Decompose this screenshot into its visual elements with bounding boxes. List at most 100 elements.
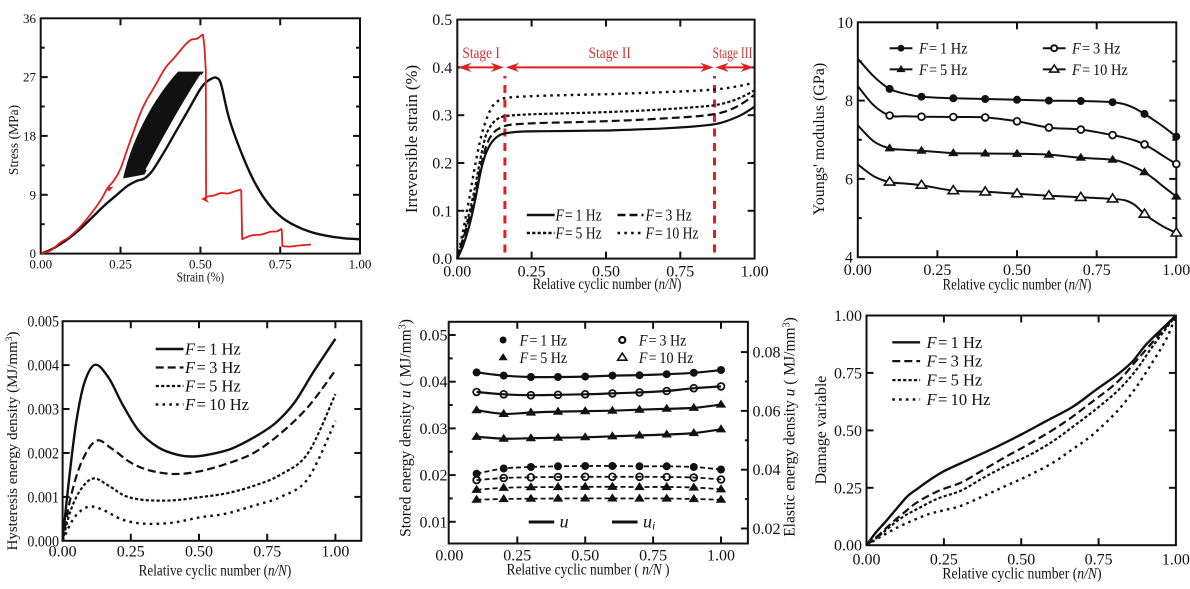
svg-text:0.002: 0.002: [27, 446, 59, 463]
svg-text:0.00: 0.00: [29, 257, 52, 272]
svg-text:0.75: 0.75: [269, 257, 292, 272]
svg-text:0.50: 0.50: [1003, 262, 1031, 279]
svg-text:F = 5 Hz: F = 5 Hz: [918, 61, 968, 79]
svg-text:0.25: 0.25: [518, 264, 546, 281]
svg-text:0.00: 0.00: [834, 538, 862, 555]
svg-text:F = 5 Hz: F = 5 Hz: [519, 350, 568, 367]
svg-text:0.005: 0.005: [27, 314, 59, 331]
svg-text:8: 8: [845, 93, 853, 110]
svg-text:F = 1 Hz: F = 1 Hz: [519, 333, 568, 350]
svg-text:0.00: 0.00: [443, 264, 471, 281]
svg-text:Hysteresis energy density (MJ/: Hysteresis energy density (MJ/mm3): [5, 331, 21, 550]
svg-text:1.00: 1.00: [707, 548, 735, 565]
svg-text:0.75: 0.75: [666, 264, 694, 281]
svg-text:Stored energy density u ( MJ/m: Stored energy density u ( MJ/mm3): [398, 319, 415, 537]
svg-text:0.75: 0.75: [834, 365, 862, 382]
svg-text:Strain (%): Strain (%): [177, 270, 224, 285]
svg-text:0.25: 0.25: [834, 480, 862, 497]
svg-text:0.50: 0.50: [571, 548, 599, 565]
svg-text:0.50: 0.50: [1007, 552, 1035, 569]
svg-text:0.08: 0.08: [753, 345, 781, 362]
svg-text:F = 1 Hz: F = 1 Hz: [555, 206, 602, 224]
svg-text:F = 1 Hz: F = 1 Hz: [184, 340, 241, 359]
svg-text:Stress (MPa): Stress (MPa): [6, 105, 21, 175]
svg-text:0.25: 0.25: [930, 552, 958, 569]
svg-text:0.75: 0.75: [639, 548, 667, 565]
svg-text:0.25: 0.25: [109, 257, 132, 272]
svg-text:1.00: 1.00: [834, 308, 862, 325]
svg-text:F = 3 Hz: F = 3 Hz: [926, 352, 983, 371]
svg-text:F = 10 Hz: F = 10 Hz: [926, 390, 991, 409]
svg-text:F = 5 Hz: F = 5 Hz: [184, 377, 241, 396]
svg-text:0.04: 0.04: [753, 462, 781, 479]
svg-text:Relative cyclic number ( n/N: Relative cyclic number ( n/N ): [507, 562, 670, 579]
svg-text:0.50: 0.50: [189, 257, 212, 272]
svg-text:Relative cyclic number (n/N): Relative cyclic number (n/N): [942, 566, 1101, 583]
svg-text:0.4: 0.4: [432, 60, 452, 77]
svg-text:Stage I: Stage I: [462, 45, 500, 62]
svg-text:Elastic energy density u ( MJ/: Elastic energy density u ( MJ/mm3): [782, 317, 799, 537]
svg-text:4: 4: [845, 250, 853, 267]
svg-text:F = 3 Hz: F = 3 Hz: [184, 358, 241, 377]
svg-text:0.75: 0.75: [1083, 262, 1111, 279]
svg-text:0: 0: [30, 246, 37, 261]
svg-text:0.003: 0.003: [27, 402, 59, 419]
svg-text:F = 3 Hz: F = 3 Hz: [645, 206, 692, 224]
svg-text:0.001: 0.001: [27, 490, 59, 507]
svg-text:F = 10 Hz: F = 10 Hz: [645, 224, 699, 242]
svg-text:Youngs' modulus (GPa): Youngs' modulus (GPa): [811, 63, 828, 215]
svg-text:36: 36: [23, 11, 37, 26]
svg-text:1.00: 1.00: [1162, 262, 1190, 279]
svg-text:0.03: 0.03: [420, 421, 448, 438]
svg-text:0.2: 0.2: [432, 156, 452, 173]
svg-text:10: 10: [837, 15, 853, 32]
svg-text:0.5: 0.5: [432, 12, 452, 29]
svg-text:1.00: 1.00: [1162, 552, 1190, 569]
svg-text:0.75: 0.75: [253, 544, 281, 561]
svg-text:1.00: 1.00: [321, 544, 349, 561]
svg-text:1.00: 1.00: [349, 257, 372, 272]
svg-text:0.00: 0.00: [844, 262, 872, 279]
svg-text:0.0: 0.0: [432, 251, 452, 268]
svg-text:1.00: 1.00: [741, 264, 769, 281]
svg-text:0.50: 0.50: [834, 423, 862, 440]
svg-text:Relative cyclic number (n/N): Relative cyclic number (n/N): [943, 276, 1092, 294]
svg-text:F = 10 Hz: F = 10 Hz: [1071, 61, 1128, 79]
svg-text:Damage variable: Damage variable: [813, 376, 830, 485]
svg-text:0.02: 0.02: [753, 521, 781, 538]
svg-text:Stage III: Stage III: [713, 44, 753, 61]
svg-text:0.04: 0.04: [420, 374, 448, 391]
svg-text:0.50: 0.50: [592, 264, 620, 281]
svg-text:Relative cyclic number (n/N): Relative cyclic number (n/N): [533, 276, 682, 294]
svg-text:27: 27: [23, 70, 37, 85]
svg-text:Stage II: Stage II: [589, 45, 631, 62]
svg-text:0.00: 0.00: [49, 544, 77, 561]
svg-text:0.25: 0.25: [117, 544, 145, 561]
svg-text:F = 3 Hz: F = 3 Hz: [1071, 40, 1121, 58]
svg-text:0.00: 0.00: [435, 548, 463, 565]
svg-text:0.1: 0.1: [432, 203, 452, 220]
svg-text:0.50: 0.50: [185, 544, 213, 561]
svg-text:6: 6: [845, 171, 853, 188]
svg-text:F = 3 Hz: F = 3 Hz: [638, 333, 687, 350]
svg-text:0.25: 0.25: [503, 548, 531, 565]
svg-text:F = 5 Hz: F = 5 Hz: [926, 371, 983, 390]
svg-text:F = 10 Hz: F = 10 Hz: [638, 350, 694, 367]
svg-text:0.06: 0.06: [753, 403, 781, 420]
svg-text:Irreversible strain (%): Irreversible strain (%): [402, 65, 421, 213]
svg-text:0.00: 0.00: [853, 552, 881, 569]
svg-text:0.75: 0.75: [1085, 552, 1113, 569]
svg-text:u: u: [560, 512, 569, 532]
svg-text:18: 18: [23, 128, 36, 143]
svg-text:9: 9: [30, 187, 37, 202]
svg-text:F = 5 Hz: F = 5 Hz: [555, 224, 602, 242]
svg-text:0.25: 0.25: [923, 262, 951, 279]
svg-text:0.000: 0.000: [27, 534, 59, 551]
svg-text:F = 1 Hz: F = 1 Hz: [918, 40, 968, 58]
svg-text:0.02: 0.02: [420, 468, 448, 485]
svg-text:0.05: 0.05: [420, 328, 448, 345]
svg-text:0.3: 0.3: [432, 108, 452, 125]
svg-text:0.004: 0.004: [27, 358, 59, 375]
svg-text:Relative cyclic number (n/N): Relative cyclic number (n/N): [139, 562, 292, 579]
svg-text:0.01: 0.01: [420, 514, 448, 531]
